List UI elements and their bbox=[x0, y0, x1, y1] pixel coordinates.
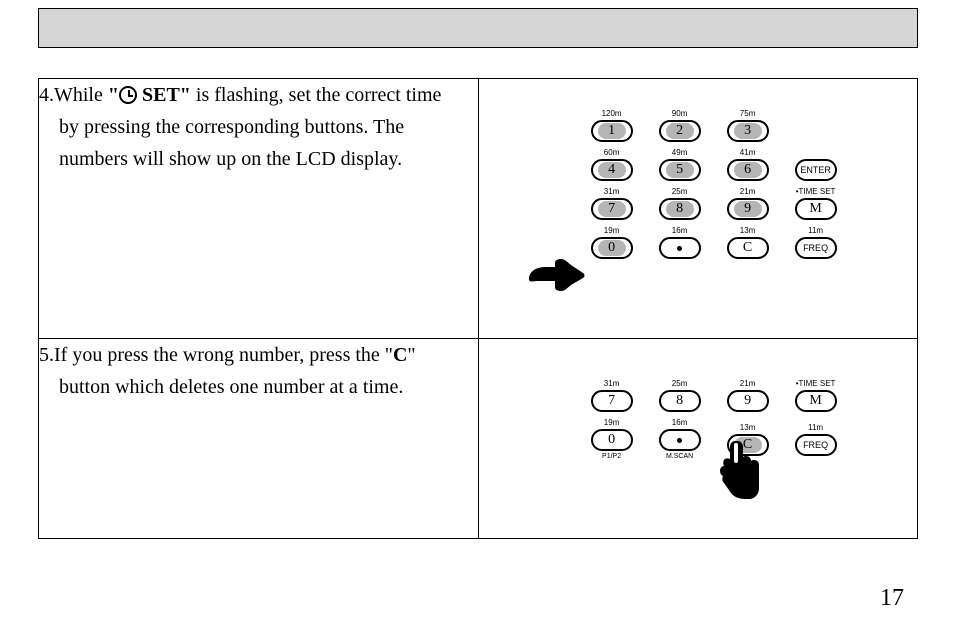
keypad-key-M: M bbox=[795, 390, 837, 412]
step5-line1b: " bbox=[407, 344, 415, 366]
key-label: 90m bbox=[672, 109, 688, 119]
keypad-key-9: 9 bbox=[727, 198, 769, 220]
key-label: 11m bbox=[808, 226, 823, 236]
key-label-below: M.SCAN bbox=[666, 452, 693, 461]
keypad-key-FREQ: FREQ bbox=[795, 237, 837, 259]
keypad-key-5: 5 bbox=[659, 159, 701, 181]
header-bar bbox=[38, 8, 918, 48]
clock-icon bbox=[119, 86, 137, 104]
keypad-key-9: 9 bbox=[727, 390, 769, 412]
key-label: 11m bbox=[808, 423, 823, 433]
key-label: 60m bbox=[604, 148, 620, 158]
key-label: 120m bbox=[602, 109, 622, 119]
key-label: 13m bbox=[740, 226, 756, 236]
key-label: 31m bbox=[604, 187, 620, 197]
keypad-key-0: 0 bbox=[591, 429, 633, 451]
key-label: 25m bbox=[672, 379, 688, 389]
step4-line2b: buttons. The bbox=[300, 116, 405, 138]
key-label: •TIME SET bbox=[796, 379, 836, 389]
step5-text-cell: 5.If you press the wrong number, press t… bbox=[39, 339, 479, 539]
keypad-key-M: M bbox=[795, 198, 837, 220]
key-label: 16m bbox=[672, 226, 688, 236]
step4-quote: " bbox=[108, 84, 119, 106]
step4-prefix: 4.While bbox=[39, 84, 108, 106]
step4-line2: by pressing the corresponding bbox=[59, 116, 300, 138]
key-label: 31m bbox=[604, 379, 620, 389]
step4-set: SET" bbox=[137, 84, 191, 106]
keypad-partial: 31m7 25m8 21m9 •TIME SETM 19m0P1/P2 16m M.SCAN… bbox=[589, 379, 839, 467]
pointing-hand-icon bbox=[527, 257, 587, 293]
step4-rest1b: the correct time bbox=[311, 84, 442, 106]
key-label: 41m bbox=[740, 148, 756, 158]
key-label-below: P1/P2 bbox=[602, 452, 621, 461]
keypad-key-• bbox=[659, 237, 701, 259]
keypad-key-ENTER: ENTER bbox=[795, 159, 837, 181]
step5-c: C bbox=[393, 344, 407, 366]
keypad-key-4: 4 bbox=[591, 159, 633, 181]
instruction-table: 4.While " SET" is flashing, set the corr… bbox=[38, 78, 918, 539]
step5-line2: button which deletes bbox=[59, 376, 225, 398]
step4-diagram-cell: 120m1 90m2 75m3 60m4 49m5 41m6 ENTER 31m7 25m8 21… bbox=[478, 79, 917, 339]
key-label: 21m bbox=[740, 379, 756, 389]
pressing-hand-icon bbox=[717, 439, 761, 499]
keypad-key-1: 1 bbox=[591, 120, 633, 142]
keypad-key-8: 8 bbox=[659, 390, 701, 412]
key-label: 19m bbox=[604, 418, 620, 428]
page-number: 17 bbox=[880, 585, 904, 612]
step5-line2b: one number at a time. bbox=[225, 376, 404, 398]
key-label: 16m bbox=[672, 418, 688, 428]
keypad-key-• bbox=[659, 429, 701, 451]
keypad-key-7: 7 bbox=[591, 390, 633, 412]
keypad-key-3: 3 bbox=[727, 120, 769, 142]
keypad-key-C: C bbox=[727, 237, 769, 259]
key-label: 49m bbox=[672, 148, 688, 158]
step4-rest1: is flashing, set bbox=[191, 84, 311, 106]
keypad-full: 120m1 90m2 75m3 60m4 49m5 41m6 ENTER 31m7 25m8 21… bbox=[589, 109, 839, 265]
keypad-key-0: 0 bbox=[591, 237, 633, 259]
keypad-key-7: 7 bbox=[591, 198, 633, 220]
keypad-key-FREQ: FREQ bbox=[795, 434, 837, 456]
step5-line1a: 5.If you press the wrong number, press t… bbox=[39, 344, 393, 366]
key-label: 21m bbox=[740, 187, 756, 197]
key-label: 25m bbox=[672, 187, 688, 197]
step4-text-cell: 4.While " SET" is flashing, set the corr… bbox=[39, 79, 479, 339]
key-label: •TIME SET bbox=[796, 187, 836, 197]
key-label: 13m bbox=[740, 423, 756, 433]
step4-line3: numbers will show up on the LCD display. bbox=[39, 143, 478, 175]
step5-diagram-cell: 31m7 25m8 21m9 •TIME SETM 19m0P1/P2 16m M.SCAN… bbox=[478, 339, 917, 539]
keypad-key-8: 8 bbox=[659, 198, 701, 220]
key-label: 19m bbox=[604, 226, 620, 236]
key-label: 75m bbox=[740, 109, 756, 119]
keypad-key-6: 6 bbox=[727, 159, 769, 181]
keypad-key-2: 2 bbox=[659, 120, 701, 142]
